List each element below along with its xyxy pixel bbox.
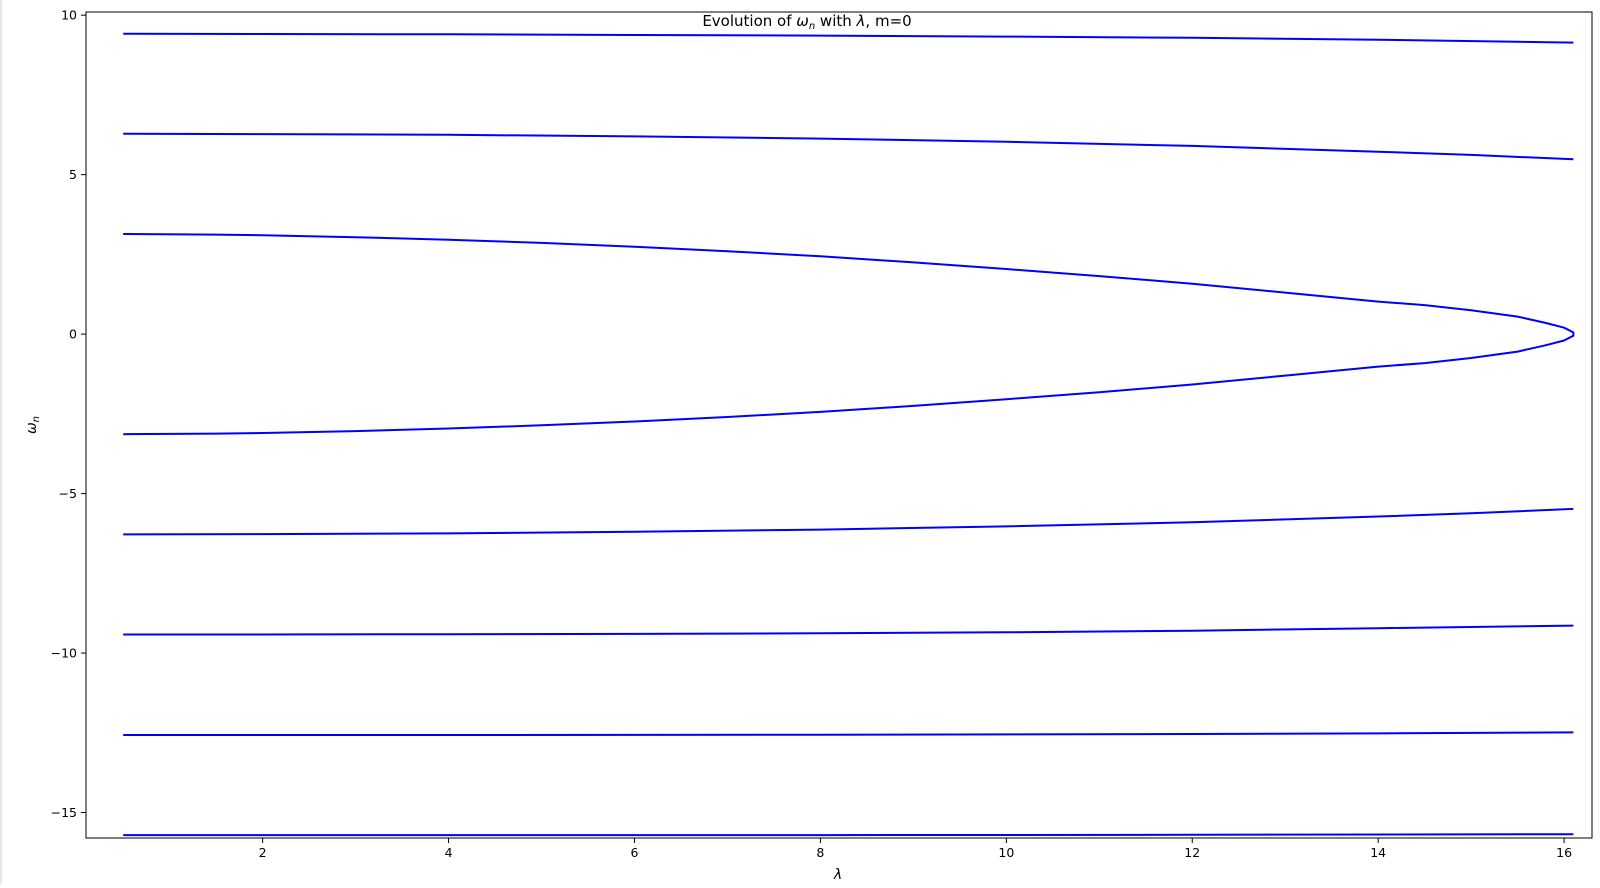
- series-line-1: [123, 32, 1574, 44]
- series-line-6: [123, 731, 1574, 736]
- x-tick-label: 14: [1370, 845, 1386, 860]
- x-axis-label: λ: [833, 867, 842, 883]
- x-tick-label: 8: [816, 845, 824, 860]
- chart-title: Evolution of ωn with λ, m=0: [702, 12, 911, 32]
- series-line-7: [123, 833, 1574, 837]
- x-axis-ticks: 2 4 6 8 10 12 14 16: [259, 838, 1572, 860]
- series-lines: [123, 32, 1575, 837]
- y-axis-ticks: 10 5 0 −5 −10 −15: [51, 8, 86, 820]
- window-edge: [0, 0, 2, 884]
- x-tick-label: 4: [445, 845, 453, 860]
- y-tick-label: −15: [51, 805, 77, 820]
- series-line-2: [123, 132, 1574, 161]
- x-tick-label: 6: [631, 845, 639, 860]
- x-tick-label: 12: [1184, 845, 1200, 860]
- x-tick-label: 2: [259, 845, 267, 860]
- y-axis-label: ωn: [24, 416, 42, 434]
- series-line-5: [123, 624, 1574, 636]
- y-tick-label: −10: [51, 646, 77, 661]
- series-line-4: [123, 507, 1574, 536]
- y-tick-label: 5: [69, 167, 77, 182]
- x-tick-label: 10: [998, 845, 1014, 860]
- axes-frame: [85, 11, 1593, 839]
- series-line-3: [123, 233, 1575, 436]
- y-tick-label: −5: [59, 486, 77, 501]
- x-tick-label: 16: [1556, 845, 1572, 860]
- y-tick-label: 0: [69, 327, 77, 342]
- y-tick-label: 10: [61, 8, 77, 23]
